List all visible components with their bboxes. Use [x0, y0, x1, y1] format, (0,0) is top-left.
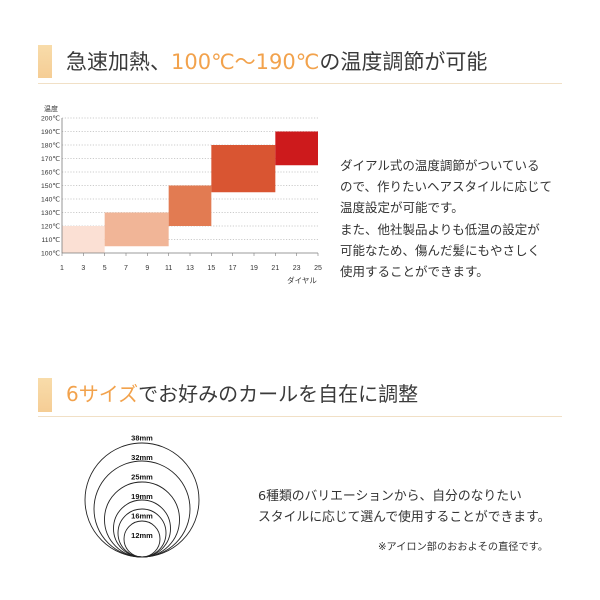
- y-tick-label: 200℃: [41, 115, 60, 122]
- heading-temperature-range: 100℃～190℃: [171, 50, 320, 74]
- y-tick-label: 130℃: [41, 210, 60, 217]
- x-axis-title: ダイヤル: [287, 275, 317, 285]
- x-tick-label: 5: [103, 265, 107, 272]
- y-tick-label: 180℃: [41, 142, 60, 149]
- temperature-range-bar: [104, 212, 169, 247]
- y-tick-label: 120℃: [41, 223, 60, 230]
- temperature-range-bar: [211, 145, 276, 193]
- temperature-range-bar: [62, 226, 105, 253]
- barrel-size-label: 38mm: [131, 434, 153, 443]
- description-line: 使用することができます。: [340, 264, 489, 280]
- temperature-dial-chart: 100℃ 110℃ 120℃ 130℃ 140℃ 150℃ 160℃ 170℃ 180℃ 190℃…: [41, 104, 322, 285]
- barrel-circle: [123, 520, 161, 558]
- description-line: 6種類のバリエーションから、自分のなりたい: [258, 489, 522, 504]
- heading-accent-bar: [38, 45, 52, 78]
- description-line: 温度設定が可能です。: [340, 200, 464, 216]
- barrel-size-label: 32mm: [131, 453, 153, 462]
- heading-accent-bar: [38, 378, 52, 412]
- sizes-description: 6種類のバリエーションから、自分のなりたい スタイルに応じて選んで使用することが…: [258, 486, 550, 528]
- x-tick-label: 17: [229, 265, 237, 272]
- x-tick-label: 9: [145, 265, 149, 272]
- description-line: ので、作りたいヘアスタイルに応じて: [340, 179, 553, 195]
- y-tick-label: 150℃: [41, 183, 60, 190]
- x-tick-label: 19: [250, 265, 258, 272]
- heading-rule: [38, 416, 562, 417]
- barrel-size-label: 25mm: [131, 473, 153, 482]
- x-tick-label: 21: [271, 265, 279, 272]
- y-tick-label: 100℃: [41, 250, 60, 257]
- section-heading-sizes: 6サイズでお好みのカールを自在に調整: [66, 380, 418, 408]
- x-tick-label: 3: [81, 265, 85, 272]
- heading-text: でお好みのカールを自在に調整: [138, 382, 419, 406]
- barrel-circle: [113, 499, 171, 558]
- y-tick-label: 140℃: [41, 196, 60, 203]
- x-tick-label: 7: [124, 265, 128, 272]
- heading-text: 急速加熱、: [66, 50, 171, 74]
- y-tick-label: 190℃: [41, 129, 60, 136]
- barrel-size-label: 19mm: [131, 492, 153, 501]
- y-tick-label: 170℃: [41, 156, 60, 163]
- description-line: また、他社製品よりも低温の設定が: [340, 221, 540, 237]
- temperature-range-bar: [168, 185, 212, 226]
- heating-description: ダイアル式の温度調節がついている ので、作りたいヘアスタイルに応じて 温度設定が…: [340, 155, 552, 282]
- description-line: ダイアル式の温度調節がついている: [340, 158, 540, 173]
- section-heading-heating: 急速加熱、100℃～190℃の温度調節が可能: [66, 48, 487, 76]
- diameter-note: ※アイロン部のおおよその直径です。: [378, 542, 549, 553]
- x-tick-label: 23: [293, 265, 301, 272]
- y-tick-label: 110℃: [42, 237, 61, 244]
- x-tick-label: 11: [165, 265, 172, 272]
- x-tick-label: 1: [60, 265, 64, 272]
- temperature-range-bar: [275, 131, 318, 166]
- x-tick-label: 13: [186, 265, 194, 272]
- x-tick-label: 15: [207, 265, 215, 272]
- barrel-size-label: 12mm: [131, 531, 153, 540]
- barrel-size-label: 16mm: [131, 512, 153, 521]
- description-line: 可能なため、傷んだ髪にもやさしく: [340, 242, 541, 258]
- heading-size-count: 6サイズ: [66, 382, 139, 406]
- description-line: スタイルに応じて選んで使用することができます。: [258, 510, 551, 525]
- heading-rule: [38, 83, 562, 84]
- heading-text: の温度調節が可能: [319, 50, 488, 74]
- barrel-size-diagram: 38mm 32mm 25mm 19mm 16mm 12mm: [84, 434, 200, 558]
- y-tick-label: 160℃: [41, 169, 60, 176]
- y-axis-title: 温度: [44, 104, 58, 113]
- x-tick-label: 25: [314, 265, 322, 272]
